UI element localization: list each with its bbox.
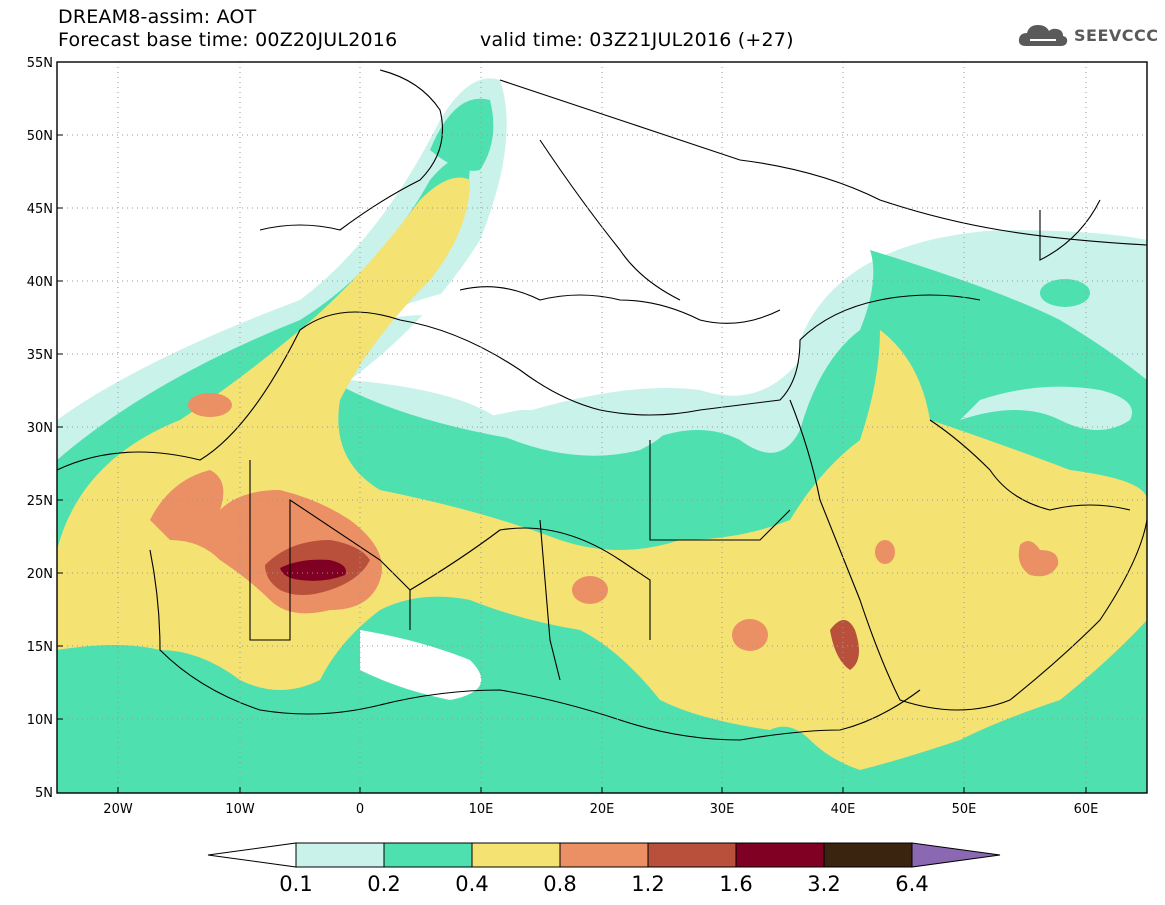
forecast-base-time: Forecast base time: 00Z20JUL2016 [58,29,398,51]
lon-label: 20W [103,802,133,817]
colorbar-bin [823,842,913,868]
colorbar-level-label: 6.4 [895,872,928,896]
colorbar-bin [647,842,737,868]
lat-label: 20N [27,567,53,582]
lon-label: 10W [225,802,255,817]
lon-label: 60E [1074,802,1099,817]
color-bar: 0.1 0.2 0.4 0.8 1.2 1.6 3.2 6.4 [207,842,1001,896]
colorbar-over-arrow [911,842,1001,868]
lon-label: 50E [952,802,977,817]
coastlines [57,69,1147,741]
latitude-labels: 55N 50N 45N 40N 35N 30N 25N 20N 15N 10N … [27,56,53,801]
lat-label: 30N [27,421,53,436]
colorbar-level-label: 1.2 [631,872,664,896]
colorbar-bin [735,842,825,868]
colorbar-bin [559,842,649,868]
aot-band-1.6 [280,559,346,581]
axis-ticks [57,61,1087,794]
colorbar-level-label: 3.2 [807,872,840,896]
lat-label: 15N [27,640,53,655]
aot-contour-fields [57,78,1147,793]
colorbar-level-label: 0.4 [455,872,488,896]
grid-lines [57,62,1147,793]
aot-band-0.4 [57,177,1147,770]
lat-label: 50N [27,129,53,144]
colorbar-under-arrow [207,842,297,868]
lat-label: 45N [27,202,53,217]
lon-label: 0 [356,802,364,817]
seevccc-logo: SEEVCCC [1016,20,1159,50]
longitude-labels: 20W 10W 0 10E 20E 30E 40E 50E 60E [103,802,1098,817]
lat-label: 40N [27,275,53,290]
colorbar-level-label: 0.1 [279,872,312,896]
logo-text: SEEVCCC [1074,25,1159,45]
colorbar-bin [295,842,385,868]
lat-label: 25N [27,494,53,509]
lon-label: 30E [710,802,735,817]
aot-clear-zone [350,272,1132,700]
lat-label: 35N [27,348,53,363]
colorbar-level-label: 1.6 [719,872,752,896]
lat-label: 10N [27,713,53,728]
colorbar-level-label: 0.8 [543,872,576,896]
map-title: DREAM8-assim: AOT [58,6,257,28]
valid-time: valid time: 03Z21JUL2016 (+27) [480,29,794,51]
lat-label: 55N [27,56,53,71]
colorbar-bin [383,842,473,868]
colorbar-level-label: 0.2 [367,872,400,896]
lon-label: 10E [469,802,494,817]
lat-label: 5N [35,786,53,801]
lon-label: 20E [590,802,615,817]
cloud-icon [1018,25,1068,46]
colorbar-bin [471,842,561,868]
lon-label: 40E [831,802,856,817]
